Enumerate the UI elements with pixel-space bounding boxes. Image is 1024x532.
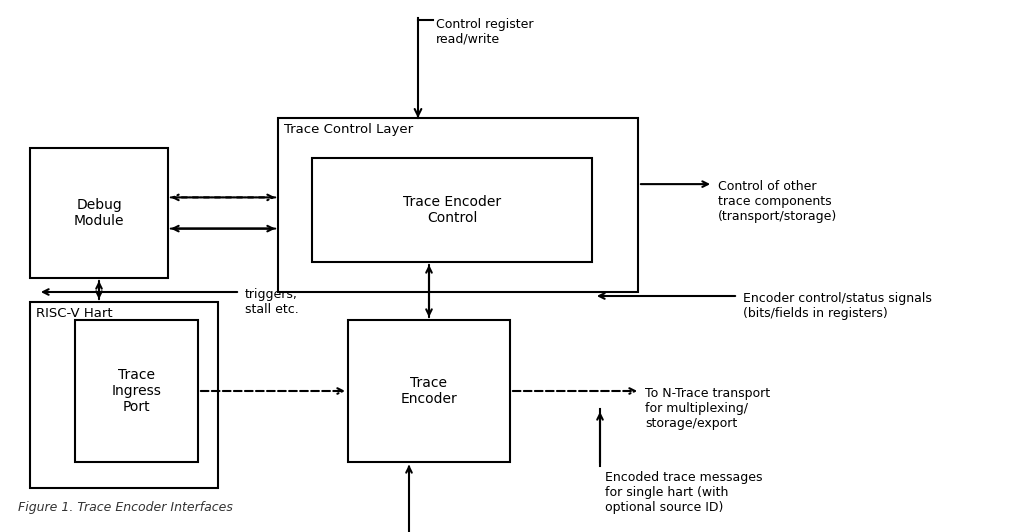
Text: Control register
read/write: Control register read/write (436, 18, 534, 46)
Text: Encoded trace messages
for single hart (with
optional source ID): Encoded trace messages for single hart (… (605, 471, 763, 514)
Text: Control of other
trace components
(transport/storage): Control of other trace components (trans… (718, 180, 838, 223)
Text: Trace
Ingress
Port: Trace Ingress Port (112, 368, 162, 414)
Text: Trace Control Layer: Trace Control Layer (284, 123, 413, 136)
Text: RISC-V Hart: RISC-V Hart (36, 307, 113, 320)
Text: To N-Trace transport
for multiplexing/
storage/export: To N-Trace transport for multiplexing/ s… (645, 387, 770, 430)
Bar (75, 320, 198, 462)
Text: Trace Encoder
Control: Trace Encoder Control (402, 195, 501, 225)
Text: triggers,
stall etc.: triggers, stall etc. (245, 288, 299, 316)
Bar (312, 158, 592, 262)
Bar (278, 118, 638, 292)
Bar (30, 148, 168, 278)
Bar (348, 320, 510, 462)
Text: Figure 1. Trace Encoder Interfaces: Figure 1. Trace Encoder Interfaces (18, 501, 232, 514)
Text: Encoder control/status signals
(bits/fields in registers): Encoder control/status signals (bits/fie… (743, 292, 932, 320)
Bar (30, 302, 218, 488)
Text: Debug
Module: Debug Module (74, 198, 124, 228)
Text: Trace
Encoder: Trace Encoder (400, 376, 458, 406)
